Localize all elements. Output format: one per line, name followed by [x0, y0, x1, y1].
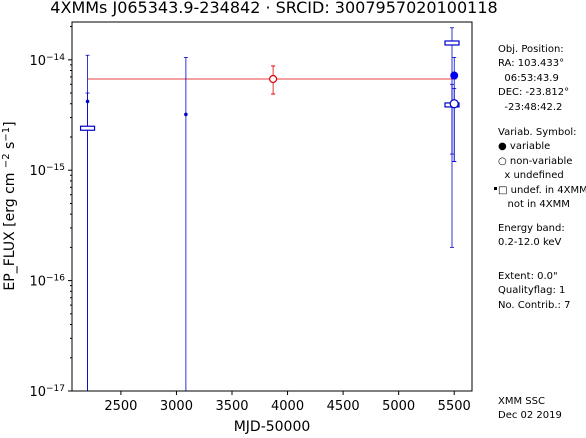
- mean-flux-marker: [269, 74, 278, 84]
- footer: XMM SSC Dec 02 2019: [498, 380, 562, 438]
- qualityflag: Qualityflag: 1: [498, 285, 566, 296]
- legend-undefined: x undefined: [498, 170, 564, 181]
- y-tick-label: 10−15: [29, 163, 65, 179]
- source-props: Extent: 0.0" Qualityflag: 1 No. Contrib.: …: [498, 255, 570, 328]
- legend-variable: ● variable: [498, 141, 551, 152]
- y-axis-ticks: 10−17 10−16 10−15 10−14: [29, 26, 72, 400]
- x-tick-label: 5000: [382, 399, 415, 414]
- energy-value: 0.2-12.0 keV: [498, 237, 562, 248]
- legend-nonvariable: ○ non-variable: [498, 155, 573, 167]
- x-axis-label: MJD-50000: [234, 419, 311, 434]
- data-point-square: [79, 125, 96, 131]
- x-tick-label: 5500: [438, 399, 471, 414]
- y-tick-label: 10−14: [29, 53, 65, 69]
- data-point-open-circle: [449, 99, 459, 109]
- ra-deg: RA: 103.433°: [498, 58, 565, 69]
- not-in-4xmm-marker: [494, 187, 497, 190]
- data-point-filled-circle: [450, 71, 459, 80]
- dec-deg: DEC: -23.812°: [498, 87, 570, 98]
- x-tick-label: 2500: [104, 399, 137, 414]
- x-tick-label: 4000: [271, 399, 304, 414]
- energy-panel: Energy band: 0.2-12.0 keV: [498, 207, 565, 265]
- y-tick-label: 10−16: [29, 274, 65, 290]
- info-panel: Obj. Position: RA: 103.433° 06:53:43.9 DEC…: [498, 28, 569, 130]
- variab-title: Variab. Symbol:: [498, 126, 577, 138]
- chart-marks: [79, 27, 460, 391]
- y-tick-label: 10−17: [29, 384, 65, 400]
- dec-dms: -23:48:42.2: [498, 101, 563, 113]
- position-title: Obj. Position:: [498, 43, 564, 55]
- x-tick-label: 3500: [215, 399, 248, 414]
- x-tick-label: 3000: [160, 399, 193, 414]
- extent: Extent: 0.0": [498, 270, 558, 282]
- x-axis-ticks: 2500 3000 3500 4000 4500 5000 5500: [104, 391, 471, 414]
- legend-not-in-4xmm: not in 4XMM: [498, 199, 570, 210]
- legend-undef-4xmm: □ undef. in 4XMM: [498, 184, 586, 196]
- x-tick-label: 4500: [327, 399, 360, 414]
- variability-legend: Variab. Symbol: ● variable ○ non-variable …: [498, 111, 586, 227]
- data-point-dot: [184, 112, 188, 117]
- footer-date: Dec 02 2019: [498, 410, 562, 421]
- plot-frame: [71, 21, 473, 392]
- footer-org: XMM SSC: [498, 395, 545, 407]
- chart-title: 4XMMs J065343.9-234842 · SRCID: 30079570…: [50, 0, 497, 17]
- ra-hms: 06:53:43.9: [498, 72, 559, 84]
- y-axis-label: EP_FLUX [erg cm −2 s−1]: [1, 121, 19, 290]
- n-contrib: No. Contrib.: 7: [498, 299, 571, 311]
- energy-title: Energy band:: [498, 222, 565, 234]
- data-point-square: [444, 40, 460, 46]
